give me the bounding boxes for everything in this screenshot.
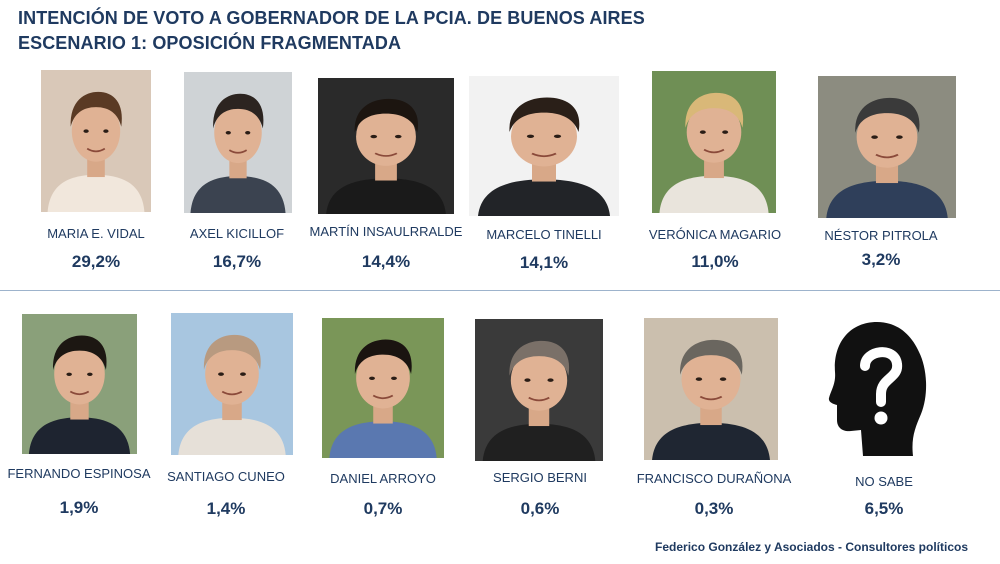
candidate-name: MARCELO TINELLI [486,227,602,242]
candidate-percentage: 0,6% [520,499,560,518]
portrait-photo [318,78,454,214]
portrait-photo [652,71,776,213]
candidate-name: FRANCISCO DURAÑONA [636,471,792,486]
candidate-name: NÉSTOR PITROLA [824,228,938,243]
candidate-percentage: 11,0% [691,252,739,271]
candidate-percentage: 14,4% [361,252,411,271]
row-divider [0,290,1000,291]
candidate-percentage: 1,9% [59,498,99,517]
candidate-percentage: 16,7% [212,252,262,271]
portrait-photo [184,72,292,213]
candidate-name: MARTÍN INSAULRRALDE [309,224,463,239]
portrait-photo [644,318,778,460]
portrait-photo [469,76,619,216]
candidate-percentage: 3,2% [861,250,901,269]
candidate-percentage: 29,2% [71,252,121,271]
portrait-photo [475,319,603,461]
chart-title: INTENCIÓN DE VOTO A GOBERNADOR DE LA PCI… [18,8,645,28]
candidate-name: SANTIAGO CUNEO [167,469,285,484]
candidate-name: NO SABE [855,474,913,489]
candidate-percentage: 0,3% [694,499,734,518]
portrait-photo [322,318,444,458]
portrait-photo [22,314,137,454]
candidate-name: MARIA E. VIDAL [47,226,145,241]
question-head-icon [827,318,929,460]
candidate-name: SERGIO BERNI [493,470,587,485]
candidate-percentage: 0,7% [363,499,403,518]
candidate-name: DANIEL ARROYO [330,471,436,486]
portrait-photo [171,313,293,455]
portrait-photo [818,76,956,218]
candidate-percentage: 14,1% [519,253,569,272]
candidate-name: AXEL KICILLOF [189,226,285,241]
candidate-name: VERÓNICA MAGARIO [648,227,782,242]
portrait-photo [41,70,151,212]
candidate-name: FERNANDO ESPINOSA [7,466,151,481]
source-credit: Federico González y Asociados - Consulto… [655,540,968,554]
candidate-percentage: 6,5% [864,499,904,518]
candidate-percentage: 1,4% [206,499,246,518]
chart-subtitle: ESCENARIO 1: OPOSICIÓN FRAGMENTADA [18,33,402,53]
